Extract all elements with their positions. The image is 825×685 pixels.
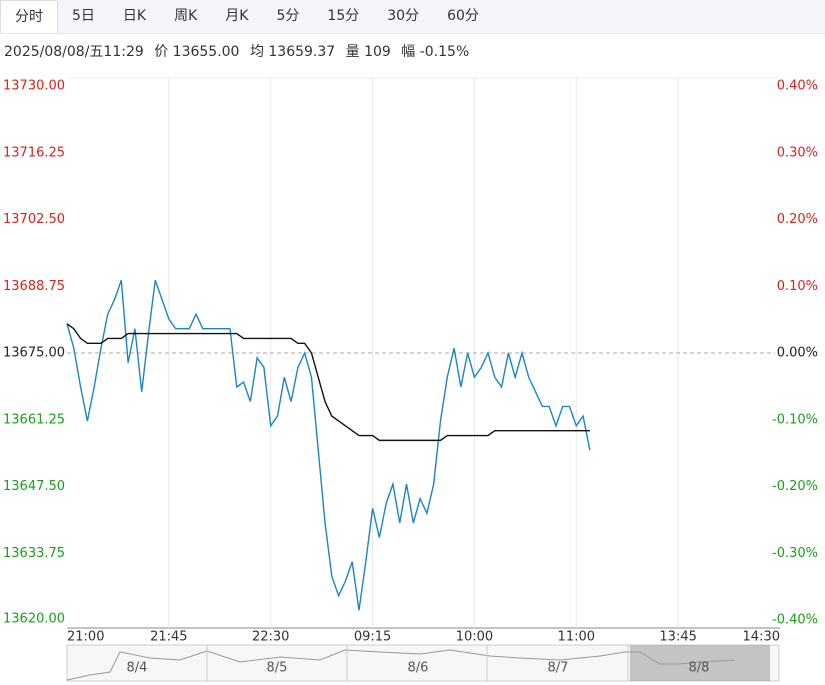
- y-tick-label: 13702.50: [3, 212, 65, 227]
- navigator-label: 8/8: [689, 661, 710, 676]
- info-bar: 2025/08/08/五11:29 价 13655.00 均 13659.37 …: [4, 41, 475, 61]
- y2-tick-label: 0.10%: [777, 279, 818, 294]
- x-tick-label: 13:45: [659, 630, 696, 645]
- tab[interactable]: 30分: [387, 8, 420, 24]
- x-tick-label: 22:30: [252, 630, 289, 645]
- average: 均 13659.37: [249, 44, 336, 60]
- navigator-line: [66, 649, 736, 681]
- y-tick-label: 13661.25: [3, 412, 65, 427]
- navigator-label: 8/7: [548, 661, 569, 676]
- x-tick-label: 21:00: [67, 630, 104, 645]
- volume: 量 109: [345, 44, 391, 60]
- x-tick-label: 10:00: [456, 630, 493, 645]
- navigator-label: 8/6: [408, 661, 429, 676]
- y2-tick-label: -0.10%: [772, 412, 818, 427]
- tab[interactable]: 5日: [72, 8, 95, 24]
- y-tick-label: 13633.75: [3, 546, 65, 561]
- navigator-label: 8/4: [127, 661, 148, 676]
- y-tick-label: 13730.00: [3, 79, 65, 94]
- time: 2025/08/08/五11:29: [4, 44, 144, 60]
- navigator-window[interactable]: [630, 645, 770, 681]
- y2-tick-label: 0.30%: [777, 145, 818, 160]
- y-tick-label: 13716.25: [3, 145, 65, 160]
- navigator-label: 8/5: [267, 661, 288, 676]
- tab[interactable]: 60分: [447, 8, 479, 24]
- y-tick-label: 13620.00: [3, 612, 65, 627]
- tab[interactable]: 15分: [327, 8, 360, 24]
- y2-tick-label: -0.30%: [772, 546, 818, 561]
- tab[interactable]: 日K: [122, 8, 147, 24]
- price-line: [66, 323, 590, 442]
- tab-bar: 分时 5日 日K 周K 月K 5分 15分 30分 60分: [0, 0, 825, 34]
- tab[interactable]: 分时: [0, 0, 58, 33]
- change: 幅 -0.15%: [401, 44, 470, 60]
- x-tick-label: 11:00: [558, 630, 595, 645]
- x-tick-label: 21:45: [150, 630, 187, 645]
- tab[interactable]: 月K: [225, 8, 249, 24]
- y-tick-label: 13675.00: [3, 346, 65, 361]
- tab[interactable]: 周K: [174, 8, 198, 24]
- y2-tick-label: -0.40%: [772, 613, 818, 628]
- price-line: [66, 279, 591, 611]
- y2-tick-label: -0.20%: [772, 479, 818, 494]
- y-tick-label: 13647.50: [3, 479, 65, 494]
- price: 价 13655.00: [154, 44, 240, 60]
- y-tick-label: 13688.75: [3, 279, 65, 294]
- y2-tick-label: 0.40%: [777, 79, 818, 94]
- tab[interactable]: 5分: [276, 8, 300, 24]
- x-tick-label: 14:30: [743, 630, 780, 645]
- x-tick-label: 09:15: [354, 630, 391, 645]
- y2-tick-label: 0.20%: [777, 212, 818, 227]
- y2-tick-label: 0.00%: [777, 346, 818, 361]
- navigator-separators: [206, 645, 629, 681]
